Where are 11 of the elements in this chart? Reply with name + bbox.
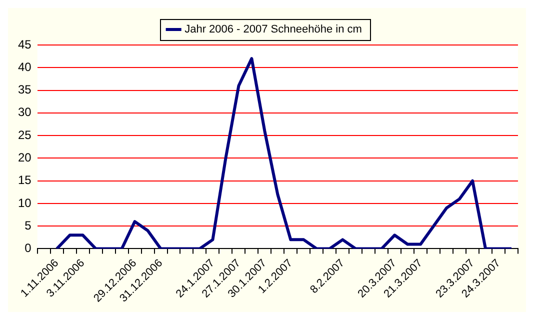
legend-label: Jahr 2006 - 2007 Schneehöhe in cm [184,24,362,36]
y-tick-label: 0 [24,241,32,256]
y-tick-label: 45 [18,37,32,52]
y-tick-label: 15 [18,173,32,188]
y-tick-label: 10 [18,196,32,210]
y-tick-label: 30 [18,105,32,120]
y-tick-label: 35 [18,82,32,97]
y-tick-label: 40 [18,60,32,74]
y-tick-label: 20 [18,150,32,164]
y-tick-label: 5 [24,218,32,232]
y-tick-label: 25 [18,128,32,142]
